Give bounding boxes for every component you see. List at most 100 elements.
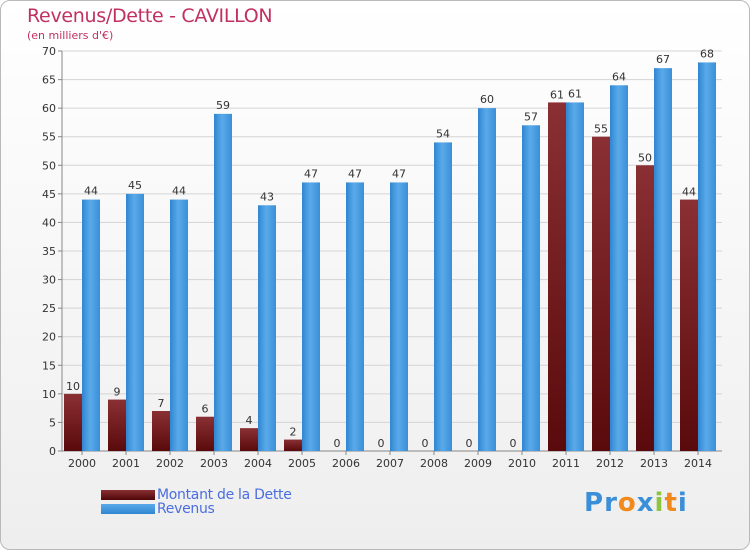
data-label-revenus-2001: 45 [128, 179, 142, 192]
bar-debt-2004 [240, 428, 258, 451]
data-label-debt-2000: 10 [66, 380, 80, 393]
y-tick-label: 5 [49, 416, 56, 429]
bar-revenus-2006 [346, 182, 364, 451]
data-label-revenus-2007: 47 [392, 167, 406, 180]
bar-revenus-2014 [698, 62, 716, 452]
x-tick-label: 2013 [640, 457, 668, 470]
data-labels: 10 44 9 45 7 44 6 59 4 43 2 47 0 47 0 47 0 54 0 60 0 57 61 61 55… [66, 47, 714, 450]
data-label-debt-2006: 0 [334, 437, 341, 450]
proxiti-logo: Proxiti [584, 488, 688, 518]
bar-revenus-2003 [214, 113, 232, 451]
x-tick-label: 2007 [376, 457, 404, 470]
x-tick-label: 2008 [420, 457, 448, 470]
x-tick-label: 2001 [112, 457, 140, 470]
data-label-revenus-2009: 60 [480, 93, 494, 106]
y-tick-label: 30 [42, 274, 56, 287]
bar-revenus-2004 [258, 205, 276, 451]
bar-debt-2012 [592, 136, 610, 451]
logo-letter: P [584, 488, 605, 518]
bar-revenus-2000 [82, 199, 100, 451]
legend-swatch-revenus [101, 504, 155, 514]
bar-debt-2003 [196, 416, 214, 451]
logo-letter: i [677, 488, 688, 518]
legend-item-debt: Montant de la Dette [101, 487, 292, 503]
x-tick-label: 2005 [288, 457, 316, 470]
y-tick-label: 65 [42, 74, 56, 87]
data-label-revenus-2012: 64 [612, 70, 626, 83]
bar-debt-2014 [680, 199, 698, 451]
bar-debt-2000 [64, 393, 82, 451]
y-tick-label: 60 [42, 102, 56, 115]
y-tick-label: 35 [42, 245, 56, 258]
data-label-debt-2002: 7 [158, 397, 165, 410]
y-tick-label: 0 [49, 445, 56, 458]
legend-swatch-debt [101, 490, 155, 500]
chart-title: Revenus/Dette - CAVILLON [27, 5, 273, 27]
logo-letter: t [664, 488, 678, 518]
x-tick-label: 2002 [156, 457, 184, 470]
bar-revenus-2010 [522, 125, 540, 452]
data-label-revenus-2000: 44 [84, 185, 98, 198]
y-tick-label: 40 [42, 216, 56, 229]
data-label-debt-2004: 4 [246, 414, 253, 427]
data-label-debt-2008: 0 [422, 437, 429, 450]
x-tick-label: 2010 [508, 457, 536, 470]
bar-debt-2001 [108, 399, 126, 451]
bar-revenus-2001 [126, 193, 144, 451]
bar-debt-2002 [152, 411, 170, 451]
data-label-revenus-2004: 43 [260, 190, 274, 203]
legend-label-revenus: Revenus [157, 501, 215, 517]
chart-subtitle: (en milliers d'€) [27, 29, 114, 42]
bar-debt-2011 [548, 102, 566, 451]
x-tick-label: 2011 [552, 457, 580, 470]
data-label-revenus-2002: 44 [172, 185, 186, 198]
y-tick-label: 55 [42, 131, 56, 144]
bar-revenus-2007 [390, 182, 408, 451]
logo-letter: i [654, 488, 665, 518]
data-label-revenus-2011: 61 [568, 87, 582, 100]
y-tick-label: 20 [42, 331, 56, 344]
data-label-debt-2001: 9 [114, 386, 121, 399]
logo-letter: o [617, 488, 637, 518]
x-tick-label: 2003 [200, 457, 228, 470]
bar-debt-2005 [284, 439, 302, 451]
y-tick-label: 25 [42, 302, 56, 315]
y-tick-label: 70 [42, 45, 56, 58]
data-label-revenus-2014: 68 [700, 47, 714, 60]
y-tick-label: 50 [42, 159, 56, 172]
data-label-debt-2010: 0 [510, 437, 517, 450]
y-tick-label: 45 [42, 188, 56, 201]
bar-revenus-2002 [170, 199, 188, 451]
x-tick-label: 2014 [684, 457, 712, 470]
data-label-debt-2012: 55 [594, 123, 608, 136]
x-tick-label: 2009 [464, 457, 492, 470]
data-label-revenus-2010: 57 [524, 110, 538, 123]
y-tick-label: 15 [42, 359, 56, 372]
logo-letter: r [604, 488, 618, 518]
data-label-debt-2003: 6 [202, 403, 209, 416]
data-label-revenus-2003: 59 [216, 99, 230, 112]
bar-revenus-2013 [654, 68, 672, 452]
data-label-revenus-2008: 54 [436, 127, 450, 140]
data-label-debt-2014: 44 [682, 186, 696, 199]
x-tick-label: 2012 [596, 457, 624, 470]
data-label-debt-2005: 2 [290, 426, 297, 439]
bar-revenus-2005 [302, 182, 320, 451]
legend-label-debt: Montant de la Dette [157, 487, 292, 503]
bar-debt-2013 [636, 165, 654, 452]
data-label-debt-2013: 50 [638, 151, 652, 164]
data-label-revenus-2006: 47 [348, 167, 362, 180]
data-label-debt-2007: 0 [378, 437, 385, 450]
data-label-revenus-2005: 47 [304, 167, 318, 180]
x-tick-label: 2004 [244, 457, 272, 470]
bar-revenus-2009 [478, 108, 496, 452]
bar-revenus-2011 [566, 102, 584, 451]
y-tick-label: 10 [42, 388, 56, 401]
data-label-debt-2009: 0 [466, 437, 473, 450]
logo-letter: x [636, 488, 655, 518]
bar-revenus-2012 [610, 85, 628, 452]
x-tick-label: 2006 [332, 457, 360, 470]
